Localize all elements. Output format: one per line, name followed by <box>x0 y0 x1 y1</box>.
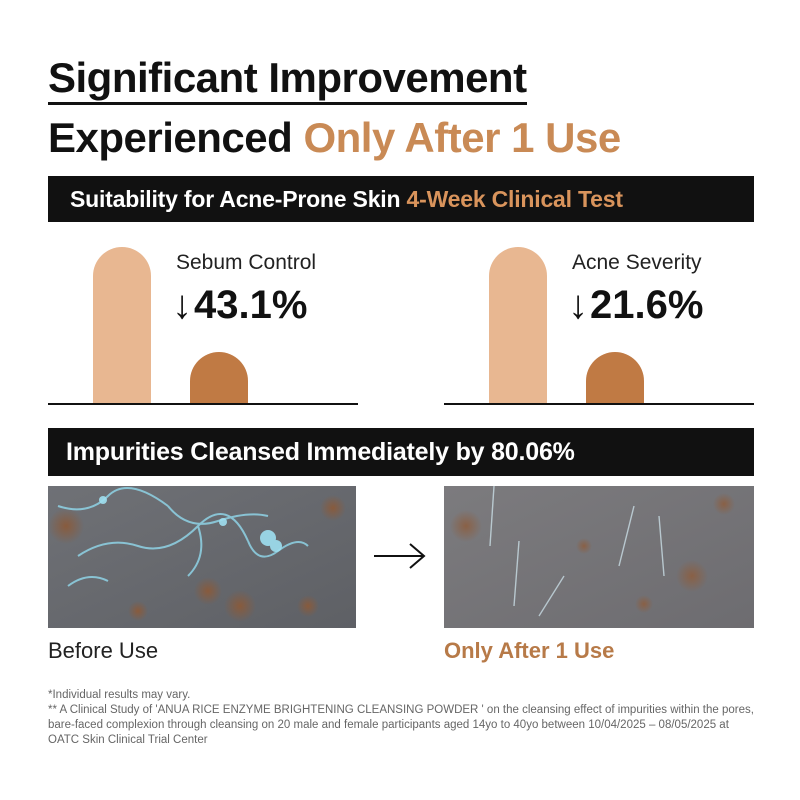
right-arrow-icon <box>372 540 428 572</box>
headline-line2: Experienced Only After 1 Use <box>48 110 768 166</box>
sebum-before-bar <box>93 247 151 403</box>
acne-severity-chart: Acne Severity ↓21.6% <box>444 245 754 405</box>
footnote-results-vary: *Individual results may vary. <box>48 689 191 701</box>
down-arrow-icon: ↓ <box>568 283 588 327</box>
footnote-clinical-study: ** A Clinical Study of 'ANUA RICE ENZYME… <box>48 704 754 746</box>
headline: Significant Improvement Experienced Only… <box>48 50 768 166</box>
sebum-control-value: ↓43.1% <box>172 283 307 328</box>
headline-line2-prefix: Experienced <box>48 114 304 161</box>
acne-severity-percent: 21.6% <box>590 283 704 327</box>
before-use-caption: Before Use <box>48 638 159 663</box>
after-use-caption: Only After 1 Use <box>444 638 615 663</box>
acne-severity-label: Acne Severity <box>572 251 702 274</box>
before-skin-photo <box>48 486 356 628</box>
after-skin-photo <box>444 486 754 628</box>
sebum-control-chart: Sebum Control ↓43.1% <box>48 245 358 405</box>
clinical-test-banner: Suitability for Acne-Prone Skin 4-Week C… <box>48 176 754 222</box>
down-arrow-icon: ↓ <box>172 283 192 327</box>
headline-line2-accent: Only After 1 Use <box>303 114 621 161</box>
sebum-control-percent: 43.1% <box>194 283 308 327</box>
footnotes: *Individual results may vary. ** A Clini… <box>48 688 758 748</box>
acne-severity-value: ↓21.6% <box>568 283 703 328</box>
clinical-banner-text: Suitability for Acne-Prone Skin <box>70 186 407 212</box>
clinical-banner-accent: 4-Week Clinical Test <box>406 186 623 212</box>
sebum-after-bar <box>190 352 248 403</box>
sebum-chart-baseline <box>48 403 358 405</box>
acne-before-bar <box>489 247 547 403</box>
sebum-control-label: Sebum Control <box>176 251 317 274</box>
acne-chart-baseline <box>444 403 754 405</box>
headline-line1: Significant Improvement <box>48 54 527 105</box>
impurities-banner: Impurities Cleansed Immediately by 80.06… <box>48 428 754 476</box>
acne-after-bar <box>586 352 644 403</box>
